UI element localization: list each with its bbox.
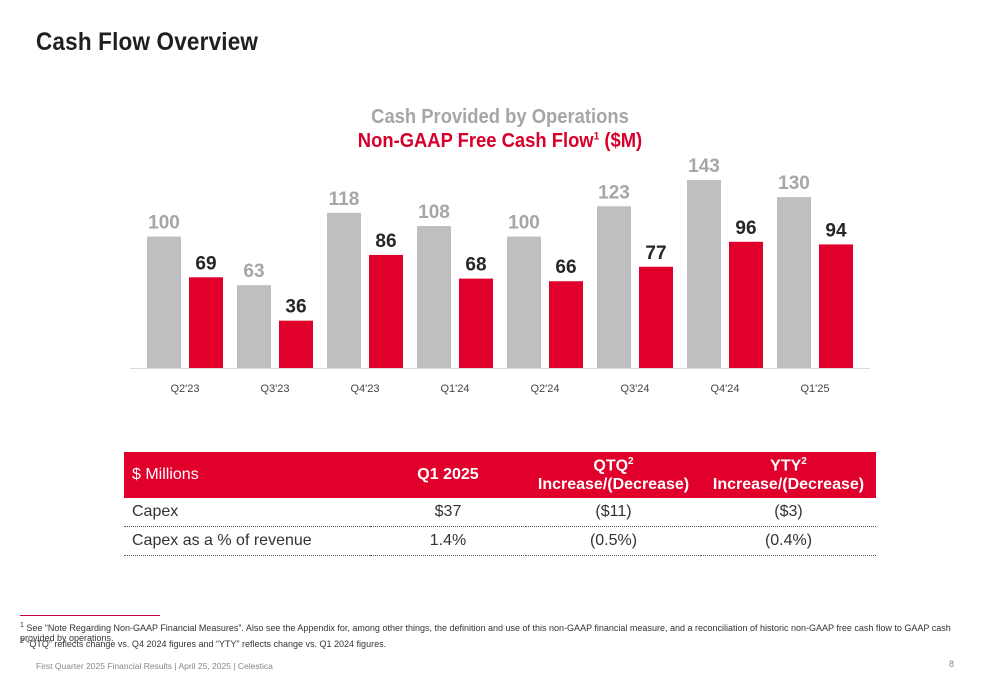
table-row: Capex as a % of revenue 1.4% (0.5%) (0.4… [124, 526, 876, 556]
header-qtq: QTQ2 Increase/(Decrease) [526, 452, 701, 498]
data-label: 100 [148, 213, 180, 234]
slide-title: Cash Flow Overview [36, 28, 259, 56]
page-number: 8 [948, 659, 954, 669]
footnote-2-text: “QTQ” reflects change vs. Q4 2024 figure… [23, 639, 387, 649]
footnote-1-mark: 1 [20, 622, 24, 629]
chart-title: Cash Provided by Operations [371, 106, 629, 128]
data-label: 123 [598, 182, 630, 203]
row-label: Capex as a % of revenue [124, 526, 370, 556]
header-yty-bottom: Increase/(Decrease) [712, 475, 865, 493]
bar-fcf [819, 244, 853, 368]
data-label: 94 [825, 220, 847, 241]
header-yty-top: YTY [770, 457, 802, 475]
x-tick-label: Q1'24 [440, 383, 469, 395]
bar-cash-ops [777, 197, 811, 368]
bar-fcf [549, 281, 583, 368]
header-q1-2025: Q1 2025 [370, 452, 526, 498]
bar-cash-ops [237, 285, 271, 368]
bar-cash-ops [597, 206, 631, 368]
footnote-2-mark: 2 [20, 638, 24, 645]
x-tick-label: Q4'23 [350, 383, 379, 395]
table-header-row: $ Millions Q1 2025 QTQ2 Increase/(Decrea… [124, 452, 876, 498]
data-label: 36 [285, 297, 306, 318]
row-label: Capex [124, 498, 370, 527]
x-tick-label: Q3'23 [260, 383, 289, 395]
bar-fcf [729, 241, 763, 368]
data-label: 108 [418, 202, 450, 223]
row-q1-value: 1.4% [370, 526, 526, 556]
data-label: 66 [555, 257, 576, 278]
footer-text: First Quarter 2025 Financial Results | A… [36, 661, 273, 671]
data-label: 143 [688, 156, 720, 177]
x-tick-label: Q2'24 [530, 383, 559, 395]
row-yty-value: (0.4%) [701, 526, 876, 556]
data-label: 86 [375, 231, 396, 252]
bar-cash-ops [147, 236, 181, 368]
data-label: 96 [735, 218, 756, 239]
bar-cash-ops [687, 180, 721, 368]
chart-subtitle-footnote-mark: 1 [593, 130, 600, 143]
bar-fcf [279, 320, 313, 368]
bar-cash-ops [417, 226, 451, 368]
header-qtq-sup: 2 [628, 456, 634, 468]
chart-subtitle-text: Non-GAAP Free Cash Flow [357, 130, 594, 152]
row-qtq-value: ($11) [526, 498, 701, 527]
capex-table: $ Millions Q1 2025 QTQ2 Increase/(Decrea… [124, 452, 876, 556]
bar-fcf [369, 254, 403, 368]
data-label: 69 [195, 253, 216, 274]
x-tick-label: Q2'23 [170, 383, 199, 395]
footnote-1: 1 See “Note Regarding Non-GAAP Financial… [20, 622, 980, 643]
bar-cash-ops [507, 236, 541, 368]
bar-fcf [459, 278, 493, 368]
header-qtq-bottom: Increase/(Decrease) [537, 475, 690, 493]
data-label: 63 [243, 261, 264, 282]
row-yty-value: ($3) [701, 498, 876, 527]
data-label: 77 [645, 243, 666, 264]
header-yty: YTY2 Increase/(Decrease) [701, 452, 876, 498]
bar-cash-ops [327, 212, 361, 368]
x-tick-label: Q4'24 [710, 383, 739, 395]
data-label: 68 [465, 255, 486, 276]
footnote-2: 2 “QTQ” reflects change vs. Q4 2024 figu… [20, 638, 980, 649]
chart-subtitle-unit: ($M) [599, 130, 643, 152]
footnote-1-text: See “Note Regarding Non-GAAP Financial M… [20, 623, 951, 643]
row-qtq-value: (0.5%) [526, 526, 701, 556]
header-yty-sup: 2 [801, 456, 807, 468]
bar-fcf [189, 277, 223, 368]
row-q1-value: $37 [370, 498, 526, 527]
table-row: Capex $37 ($11) ($3) [124, 498, 876, 527]
x-tick-label: Q3'24 [620, 383, 649, 395]
bar-chart: 100 69 Q2'23 63 36 Q3'23 118 86 Q4'23 108 68 Q1'24 1… [0, 100, 1000, 410]
data-label: 118 [329, 189, 360, 210]
chart-subtitle: Non-GAAP Free Cash Flow1 ($M) [40, 130, 960, 153]
bar-fcf [639, 266, 673, 368]
data-label: 100 [508, 213, 540, 234]
header-qtq-top: QTQ [593, 457, 629, 475]
footnote-divider [20, 615, 160, 616]
x-tick-label: Q1'25 [800, 383, 829, 395]
chart-canvas: 100 69 Q2'23 63 36 Q3'23 118 86 Q4'23 108 68 Q1'24 1… [130, 156, 870, 395]
header-millions: $ Millions [124, 452, 370, 498]
data-label: 130 [778, 173, 810, 194]
